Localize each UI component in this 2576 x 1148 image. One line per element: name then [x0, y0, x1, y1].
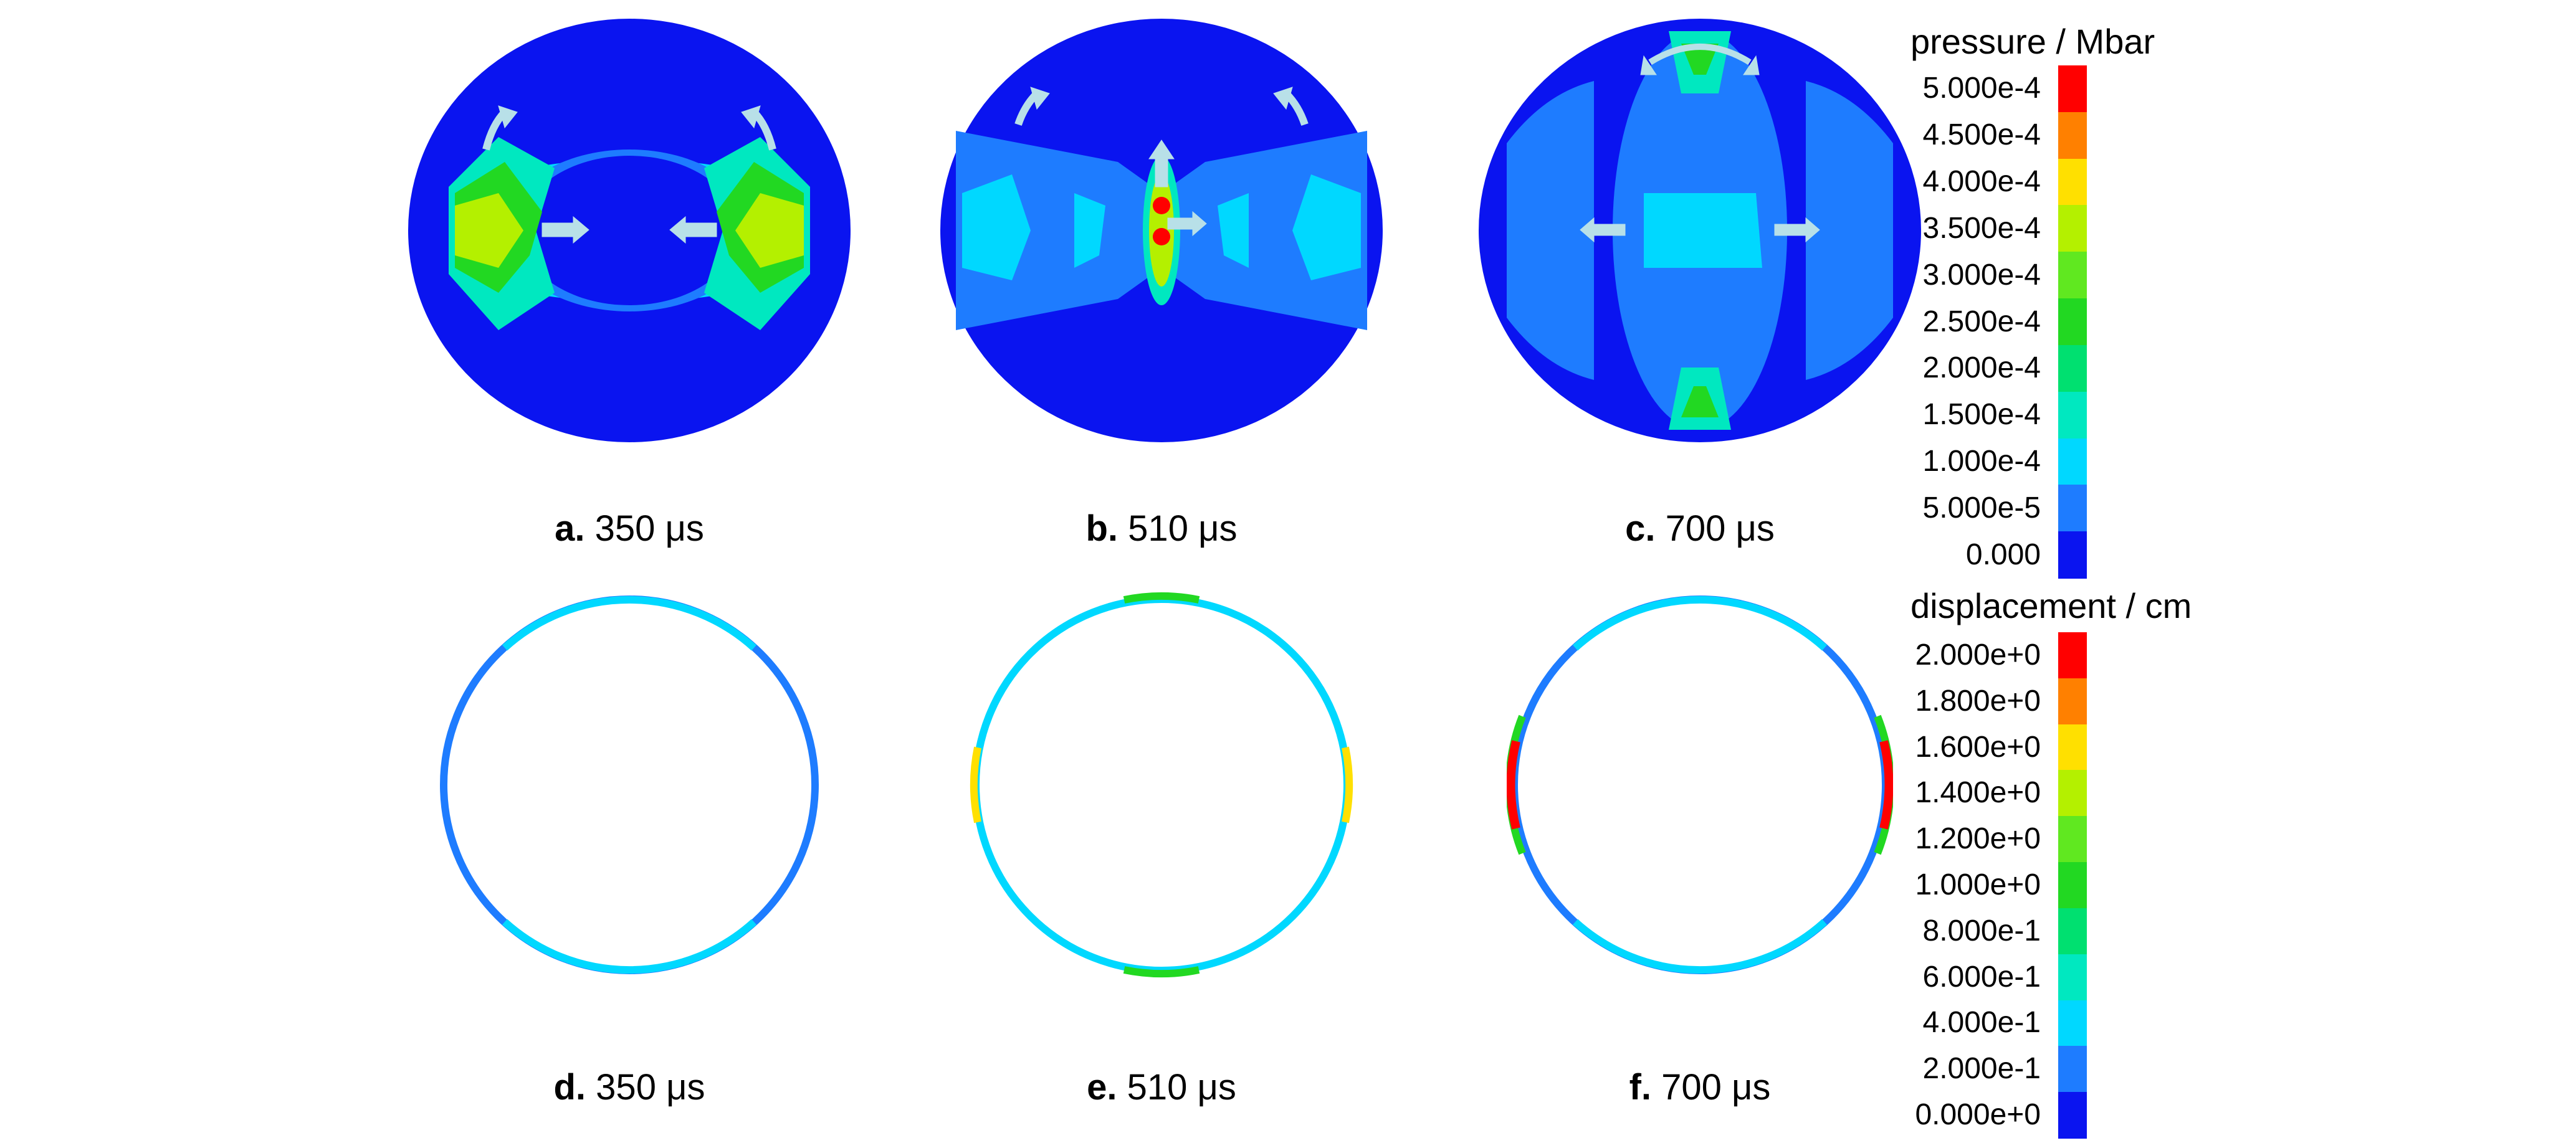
displacement-colorbar	[2058, 632, 2087, 1139]
pressure-colorbar-band	[2058, 438, 2087, 486]
displacement-colorbar-label: 4.000e-1	[1922, 1006, 2041, 1040]
pressure-colorbar-label: 2.500e-4	[1922, 305, 2041, 338]
displacement-plot-d	[440, 595, 819, 974]
pressure-colorbar-title: pressure / Mbar	[1911, 22, 2155, 61]
caption-letter: e.	[1087, 1067, 1117, 1108]
displacement-colorbar-label: 8.000e-1	[1922, 914, 2041, 947]
caption-time: 510 μs	[1127, 1067, 1236, 1108]
pressure-colorbar-band	[2058, 391, 2087, 439]
displacement-colorbar-band	[2058, 1092, 2087, 1139]
displacement-colorbar-band	[2058, 816, 2087, 863]
caption-c: c. 700 μs	[1625, 508, 1775, 549]
displacement-colorbar-band	[2058, 954, 2087, 1001]
caption-time: 350 μs	[594, 508, 704, 549]
pressure-plot-a	[408, 19, 851, 442]
pressure-colorbar-band	[2058, 344, 2087, 392]
flow-arrow-icon	[482, 105, 776, 244]
displacement-plot-f	[1507, 595, 1893, 974]
displacement-colorbar-title: displacement / cm	[1911, 586, 2192, 625]
displacement-colorbar-band	[2058, 724, 2087, 771]
pressure-colorbar-band	[2058, 158, 2087, 206]
pressure-colorbar-label: 5.000e-4	[1922, 72, 2041, 105]
caption-time: 510 μs	[1128, 508, 1238, 549]
flow-arrow-icon	[1580, 44, 1820, 243]
pressure-colorbar-label: 3.500e-4	[1922, 211, 2041, 245]
pressure-plot-c	[1479, 19, 1921, 442]
displacement-colorbar-band	[2058, 908, 2087, 955]
pressure-colorbar-band	[2058, 252, 2087, 300]
caption-time: 700 μs	[1665, 508, 1775, 549]
pressure-colorbar-band	[2058, 531, 2087, 579]
displacement-colorbar-band	[2058, 770, 2087, 817]
displacement-plot-e	[970, 592, 1353, 978]
displacement-colorbar-band	[2058, 678, 2087, 725]
displacement-colorbar-band	[2058, 1046, 2087, 1093]
pressure-colorbar-label: 3.000e-4	[1922, 258, 2041, 292]
displacement-colorbar-label: 1.600e+0	[1915, 730, 2041, 764]
pressure-colorbar-label: 2.000e-4	[1922, 351, 2041, 385]
pressure-colorbar-band	[2058, 298, 2087, 346]
pressure-colorbar-label: 4.000e-4	[1922, 165, 2041, 199]
caption-d: d. 350 μs	[554, 1066, 705, 1108]
displacement-colorbar-label: 1.000e+0	[1915, 868, 2041, 901]
pressure-plot-b	[940, 19, 1383, 442]
pressure-colorbar-label: 4.500e-4	[1922, 118, 2041, 152]
pressure-colorbar-band	[2058, 65, 2087, 113]
pressure-colorbar-label: 0.000	[1965, 538, 2041, 571]
displacement-colorbar-label: 1.200e+0	[1915, 822, 2041, 856]
displacement-colorbar-label: 2.000e-1	[1922, 1052, 2041, 1086]
flow-arrow-icon	[1014, 87, 1309, 237]
displacement-colorbar-band	[2058, 1000, 2087, 1047]
caption-time: 700 μs	[1661, 1067, 1771, 1108]
displacement-colorbar-label: 2.000e+0	[1915, 638, 2041, 671]
pressure-colorbar	[2058, 65, 2087, 579]
displacement-colorbar-band	[2058, 862, 2087, 909]
caption-b: b. 510 μs	[1086, 508, 1238, 549]
displacement-colorbar-label: 0.000e+0	[1915, 1098, 2041, 1132]
caption-letter: c.	[1625, 508, 1656, 549]
caption-letter: f.	[1629, 1067, 1651, 1108]
pressure-colorbar-label: 5.000e-5	[1922, 491, 2041, 524]
pressure-colorbar-label: 1.000e-4	[1922, 444, 2041, 478]
caption-letter: a.	[555, 508, 585, 549]
caption-e: e. 510 μs	[1087, 1066, 1236, 1108]
displacement-colorbar-label: 1.400e+0	[1915, 776, 2041, 810]
caption-time: 350 μs	[596, 1067, 705, 1108]
displacement-colorbar-band	[2058, 632, 2087, 679]
pressure-colorbar-band	[2058, 485, 2087, 533]
pressure-colorbar-band	[2058, 111, 2087, 159]
pressure-colorbar-band	[2058, 205, 2087, 253]
pressure-colorbar-label: 1.500e-4	[1922, 398, 2041, 432]
caption-letter: b.	[1085, 508, 1119, 549]
displacement-colorbar-label: 6.000e-1	[1922, 960, 2041, 994]
caption-letter: d.	[553, 1067, 586, 1108]
caption-a: a. 350 μs	[555, 508, 704, 549]
caption-f: f. 700 μs	[1629, 1066, 1771, 1108]
displacement-colorbar-label: 1.800e+0	[1915, 684, 2041, 718]
